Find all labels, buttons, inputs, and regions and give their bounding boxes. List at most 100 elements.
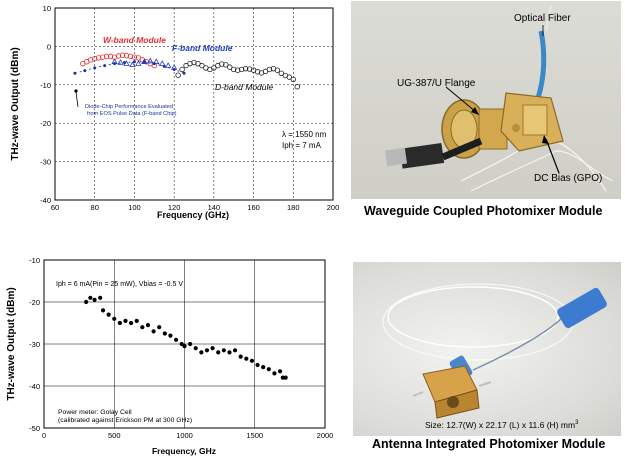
data-point bbox=[159, 60, 166, 66]
data-point bbox=[173, 337, 179, 342]
x-axis-label: Frequency (GHz) bbox=[157, 210, 229, 220]
waveguide-module-caption: Waveguide Coupled Photomixer Module bbox=[364, 204, 603, 218]
y-tick-label: -40 bbox=[29, 382, 40, 391]
flange-label: UG-387/U Flange bbox=[397, 78, 476, 89]
x-axis-label: Frequency, GHz bbox=[152, 446, 216, 456]
y-tick-label: -30 bbox=[29, 340, 40, 349]
data-point bbox=[266, 367, 271, 372]
data-point bbox=[135, 60, 142, 66]
data-point bbox=[290, 76, 296, 83]
data-point bbox=[119, 52, 126, 58]
plot-frame bbox=[54, 7, 334, 201]
diode-chip-trend-line bbox=[74, 61, 185, 74]
data-point bbox=[107, 53, 114, 60]
data-point bbox=[223, 62, 229, 68]
data-point bbox=[129, 320, 134, 326]
dc-bias-label: DC Bias (GPO) bbox=[534, 173, 603, 184]
x-tick-label: 200 bbox=[327, 203, 340, 212]
y-tick-label: -40 bbox=[40, 196, 51, 205]
data-point bbox=[231, 66, 237, 73]
data-point bbox=[221, 348, 226, 353]
data-point bbox=[278, 70, 285, 76]
y-tick-label: -20 bbox=[40, 119, 51, 128]
data-point bbox=[145, 323, 151, 328]
data-point bbox=[100, 308, 106, 313]
data-point bbox=[227, 64, 233, 70]
d-band-label: D-band Module bbox=[215, 82, 273, 92]
grid bbox=[55, 8, 333, 200]
data-point bbox=[175, 72, 181, 78]
data-point bbox=[210, 346, 215, 351]
data-point bbox=[106, 312, 111, 317]
y-tick-label: -10 bbox=[40, 81, 51, 90]
data-point bbox=[123, 318, 128, 323]
x-tick-label: 0 bbox=[42, 431, 46, 440]
size-label-text: Size: 12.7(W) x 22.17 (L) x 11.6 (H) mm bbox=[425, 420, 576, 430]
data-point bbox=[179, 66, 185, 73]
x-tick-label: 120 bbox=[168, 203, 181, 212]
data-point bbox=[84, 299, 89, 305]
annotation-arrow bbox=[75, 91, 79, 108]
diode-chip-note-line-1: Diode-Chip Performance Evaluated bbox=[85, 104, 173, 110]
size-label: Size: 12.7(W) x 22.17 (L) x 11.6 (H) mm3 bbox=[425, 420, 578, 430]
data-point bbox=[188, 341, 193, 347]
data-point bbox=[95, 55, 102, 61]
data-point bbox=[88, 295, 93, 300]
data-point bbox=[199, 350, 204, 355]
x-tick-label: 1000 bbox=[176, 431, 193, 440]
data-point bbox=[117, 320, 122, 326]
y-tick-label: 10 bbox=[43, 4, 51, 13]
data-point bbox=[140, 325, 145, 330]
data-point bbox=[131, 54, 138, 60]
data-point bbox=[193, 346, 198, 351]
data-point bbox=[242, 65, 249, 72]
x-tick-label: 60 bbox=[51, 203, 59, 212]
x-tick-label: 160 bbox=[247, 203, 260, 212]
x-tick-label: 500 bbox=[108, 431, 121, 440]
data-point bbox=[219, 61, 225, 67]
y-tick-label: -10 bbox=[29, 256, 40, 265]
data-point bbox=[234, 67, 241, 73]
data-point bbox=[199, 62, 205, 69]
data-point bbox=[134, 318, 139, 323]
data-point bbox=[98, 295, 103, 300]
x-tick-label: 2000 bbox=[317, 431, 334, 440]
data-point bbox=[294, 84, 300, 90]
data-point bbox=[182, 71, 186, 75]
data-point bbox=[266, 66, 273, 73]
wideband-output-chart: 0 500 1000 1500 2000 -10 -20 -30 -40 -50 Frequenc… bbox=[6, 256, 333, 456]
x-tick-label: 1500 bbox=[246, 431, 263, 440]
calibration-label: (calibrated against Erickson PM at 300 G… bbox=[58, 417, 192, 424]
data-point bbox=[249, 358, 255, 363]
data-point bbox=[238, 354, 243, 359]
f-band-label: F-band Module bbox=[172, 43, 233, 53]
antenna-module-caption: Antenna Integrated Photomixer Module bbox=[372, 437, 606, 451]
data-point bbox=[112, 316, 117, 321]
data-point bbox=[123, 52, 130, 59]
data-point bbox=[162, 331, 167, 336]
data-point bbox=[255, 362, 260, 368]
data-point bbox=[153, 58, 160, 64]
data-point bbox=[168, 333, 173, 338]
data-point bbox=[103, 53, 110, 60]
power-meter-label: Power meter: Golay Cell bbox=[58, 409, 132, 416]
data-marks bbox=[84, 295, 288, 380]
data-point bbox=[151, 329, 156, 334]
data-point bbox=[286, 74, 293, 80]
y-tick-label: -50 bbox=[29, 424, 40, 433]
x-tick-label: 180 bbox=[287, 203, 300, 212]
x-tick-label: 100 bbox=[128, 203, 141, 212]
y-tick-label: -20 bbox=[29, 298, 40, 307]
tick-labels: 0 500 1000 1500 2000 -10 -20 -30 -40 -50 bbox=[29, 256, 333, 440]
waveguide-module-illustration bbox=[384, 5, 614, 192]
annotation-arrow-head bbox=[74, 89, 78, 93]
data-point bbox=[274, 67, 281, 73]
data-point bbox=[157, 325, 162, 330]
data-point bbox=[115, 53, 122, 59]
antenna-module-photo: Size: 12.7(W) x 22.17 (L) x 11.6 (H) mm3 bbox=[353, 262, 621, 436]
data-point bbox=[182, 344, 187, 349]
y-tick-label: 0 bbox=[47, 42, 51, 51]
data-point bbox=[204, 348, 210, 353]
data-point bbox=[277, 369, 283, 374]
data-point bbox=[227, 350, 232, 355]
